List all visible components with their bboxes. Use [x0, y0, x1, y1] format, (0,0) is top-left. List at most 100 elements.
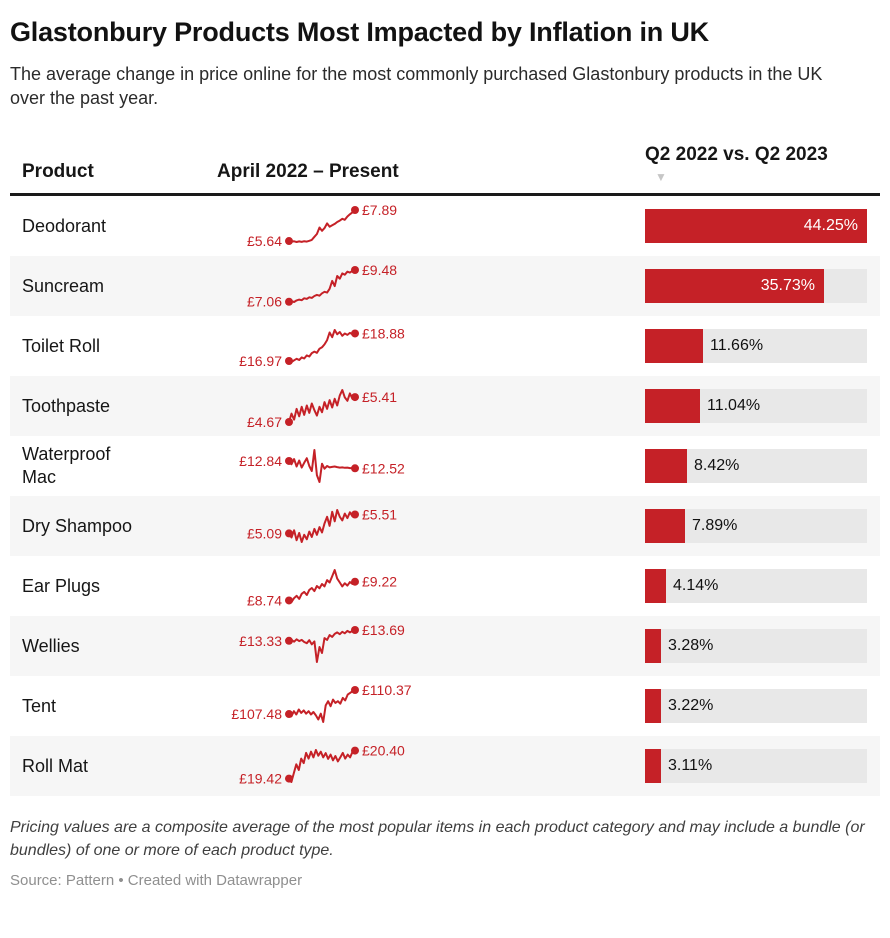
- spark-start-dot: [285, 596, 293, 605]
- spark-start-dot: [285, 774, 293, 783]
- spark-end-dot: [351, 510, 359, 519]
- spark-start-value: £5.64: [247, 233, 282, 249]
- change-bar-cell: 3.22%: [645, 689, 880, 723]
- spark-line: [288, 449, 356, 483]
- chart-subtitle: The average change in price online for t…: [10, 64, 823, 108]
- spark-end-value: £12.52: [362, 460, 405, 476]
- change-value: 35.73%: [760, 277, 815, 294]
- sparkline-svg: £5.09 £5.51: [247, 507, 397, 543]
- change-value: 3.28%: [668, 637, 714, 654]
- table-row: Ear Plugs £8.74 £9.22 4.14%: [10, 556, 880, 616]
- column-header-sparkline[interactable]: April 2022 – Present: [217, 161, 399, 182]
- sparkline-svg: £4.67 £5.41: [247, 389, 397, 430]
- spark-start-value: £13.33: [239, 633, 282, 649]
- product-name: Toothpaste: [22, 395, 111, 416]
- price-sparkline-cell: £8.74 £9.22: [217, 558, 645, 614]
- spark-end-dot: [351, 266, 359, 274]
- spark-start-value: £4.67: [247, 414, 282, 430]
- change-bar: [645, 509, 685, 543]
- price-sparkline-cell: £19.42 £20.40: [217, 738, 645, 794]
- spark-start-value: £5.09: [247, 525, 282, 541]
- table-header-row: Product April 2022 – Present Q2 2022 vs.…: [10, 110, 880, 193]
- spark-line: [288, 749, 356, 783]
- spark-end-value: £18.88: [362, 325, 405, 341]
- product-name-cell: Suncream: [22, 275, 217, 298]
- product-name: Deodorant: [22, 215, 107, 236]
- spark-line: [288, 209, 356, 243]
- product-name-cell: Dry Shampoo: [22, 515, 217, 538]
- table-row: Toilet Roll £16.97 £18.88 11.66%: [10, 316, 880, 376]
- change-bar-cell: 11.66%: [645, 329, 880, 363]
- sort-descending-icon[interactable]: ▼: [655, 170, 667, 184]
- spark-start-dot: [285, 636, 293, 645]
- price-sparkline-cell: £12.84 £12.52: [217, 438, 645, 494]
- spark-end-value: £5.41: [362, 389, 397, 405]
- spark-end-value: £5.51: [362, 507, 397, 523]
- spark-start-value: £16.97: [239, 353, 282, 369]
- spark-line: [288, 629, 356, 663]
- product-name: Tent: [22, 695, 57, 716]
- product-name: Ear Plugs: [22, 575, 101, 596]
- column-header-product[interactable]: Product: [22, 161, 94, 182]
- product-name: Dry Shampoo: [22, 515, 133, 536]
- bar-track: 4.14%: [645, 569, 867, 603]
- footnote: Pricing values are a composite average o…: [10, 819, 865, 859]
- sparkline-svg: £13.33 £13.69: [239, 622, 405, 663]
- change-value: 11.04%: [707, 397, 761, 414]
- bar-track: 11.66%: [645, 329, 867, 363]
- table-row: Roll Mat £19.42 £20.40 3.11%: [10, 736, 880, 796]
- bar-track: 8.42%: [645, 449, 867, 483]
- bar-track: 7.89%: [645, 509, 867, 543]
- price-sparkline-cell: £107.48 £110.37: [217, 678, 645, 734]
- product-name: Suncream: [22, 275, 105, 296]
- change-bar-cell: 11.04%: [645, 389, 880, 423]
- product-name-cell: Toilet Roll: [22, 335, 217, 358]
- product-name-cell: Tent: [22, 695, 217, 718]
- bar-track: 44.25%: [645, 209, 867, 243]
- header-divider-rule: [10, 193, 880, 196]
- change-bar: [645, 329, 703, 363]
- source-attribution: Source: Pattern • Created with Datawrapp…: [10, 872, 303, 889]
- spark-end-dot: [351, 464, 359, 473]
- change-value: 3.11%: [668, 757, 713, 774]
- sparkline-svg: £7.06 £9.48: [247, 262, 397, 310]
- product-name-cell: Toothpaste: [22, 395, 217, 418]
- change-bar: [645, 689, 661, 723]
- spark-end-value: £9.22: [362, 574, 397, 590]
- product-name: Roll Mat: [22, 755, 89, 776]
- spark-start-value: £12.84: [239, 453, 282, 469]
- sparkline-svg: £5.64 £7.89: [247, 202, 397, 249]
- change-bar-cell: 3.11%: [645, 749, 880, 783]
- change-value: 4.14%: [673, 577, 719, 594]
- table-row: Dry Shampoo £5.09 £5.51 7.89%: [10, 496, 880, 556]
- spark-start-value: £107.48: [231, 706, 282, 722]
- column-header-change[interactable]: Q2 2022 vs. Q2 2023 ▼: [645, 144, 880, 183]
- spark-start-dot: [285, 297, 293, 306]
- spark-end-value: £20.40: [362, 743, 405, 759]
- spark-end-dot: [351, 626, 359, 634]
- change-bar: [645, 389, 700, 423]
- product-name-cell: Wellies: [22, 635, 217, 658]
- change-value: 3.22%: [668, 697, 714, 714]
- change-bar-cell: 8.42%: [645, 449, 880, 483]
- change-bar: [645, 209, 867, 243]
- product-name: Wellies: [22, 635, 80, 656]
- change-bar-cell: 35.73%: [645, 269, 880, 303]
- spark-line: [288, 329, 356, 363]
- sparkline-svg: £12.84 £12.52: [239, 449, 405, 483]
- bar-track: 3.11%: [645, 749, 867, 783]
- sparkline-svg: £19.42 £20.40: [239, 743, 405, 787]
- spark-start-value: £19.42: [239, 771, 282, 787]
- price-sparkline-cell: £16.97 £18.88: [217, 318, 645, 374]
- spark-end-dot: [351, 577, 359, 586]
- spark-end-dot: [351, 206, 359, 214]
- product-name-cell: Ear Plugs: [22, 575, 217, 598]
- table-row: Waterproof Mac £12.84 £12.52 8.42%: [10, 436, 880, 496]
- change-bar-cell: 3.28%: [645, 629, 880, 663]
- spark-start-value: £7.06: [247, 294, 282, 310]
- change-value: 11.66%: [710, 337, 764, 354]
- spark-end-dot: [351, 393, 359, 402]
- spark-end-dot: [351, 746, 359, 755]
- spark-start-dot: [285, 356, 293, 365]
- product-name: Waterproof Mac: [22, 444, 111, 487]
